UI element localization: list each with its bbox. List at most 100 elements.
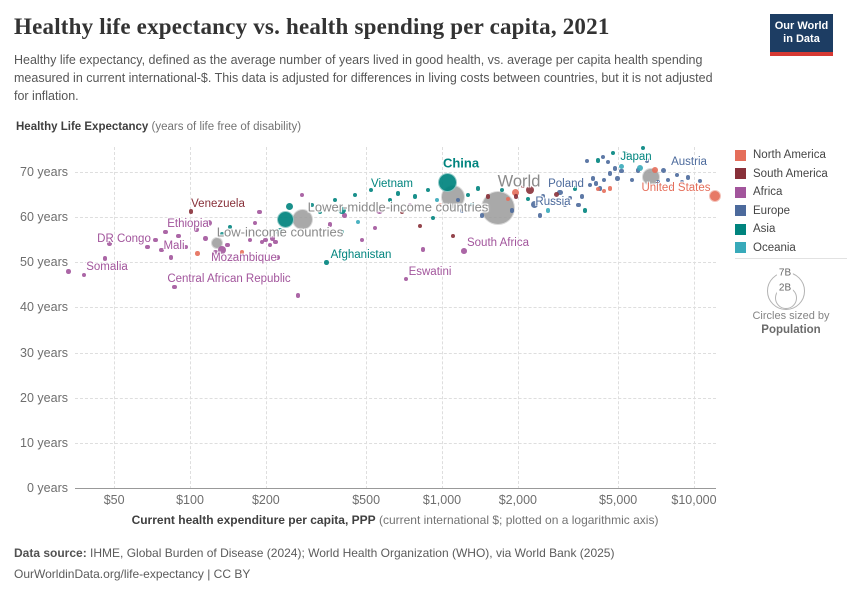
data-point[interactable] bbox=[275, 228, 284, 237]
country-label[interactable]: Central African Republic bbox=[167, 273, 291, 285]
data-point[interactable] bbox=[652, 167, 659, 174]
data-point[interactable] bbox=[610, 150, 616, 156]
data-point[interactable] bbox=[81, 272, 87, 278]
data-point[interactable] bbox=[600, 154, 606, 160]
data-point[interactable] bbox=[412, 194, 418, 199]
data-point[interactable] bbox=[520, 183, 526, 189]
data-point[interactable] bbox=[153, 237, 158, 243]
data-point[interactable] bbox=[557, 189, 563, 196]
data-point[interactable] bbox=[239, 250, 245, 255]
data-point[interactable] bbox=[324, 260, 330, 265]
country-label[interactable]: Russia bbox=[535, 196, 571, 208]
data-point[interactable] bbox=[122, 265, 127, 271]
data-point[interactable] bbox=[372, 225, 378, 231]
data-point[interactable] bbox=[437, 202, 443, 208]
data-point[interactable] bbox=[211, 236, 224, 249]
legend-item-asia[interactable]: Asia bbox=[735, 223, 775, 235]
country-label[interactable]: China bbox=[442, 155, 480, 171]
data-point[interactable] bbox=[159, 247, 164, 253]
data-point[interactable] bbox=[355, 219, 361, 225]
data-point[interactable] bbox=[327, 222, 333, 227]
country-label[interactable]: Low-income countries bbox=[216, 224, 344, 240]
data-point[interactable] bbox=[145, 244, 151, 250]
data-point[interactable] bbox=[102, 255, 108, 261]
data-point[interactable] bbox=[212, 250, 218, 255]
data-point[interactable] bbox=[605, 159, 611, 165]
data-point[interactable] bbox=[526, 186, 535, 195]
data-point[interactable] bbox=[475, 185, 481, 191]
data-point[interactable] bbox=[176, 233, 181, 239]
legend-item-north-america[interactable]: North America bbox=[735, 149, 826, 161]
data-point[interactable] bbox=[549, 200, 555, 206]
data-point[interactable] bbox=[188, 208, 194, 214]
data-point[interactable] bbox=[66, 269, 71, 274]
data-point[interactable] bbox=[465, 192, 471, 198]
data-point[interactable] bbox=[337, 206, 346, 215]
data-point[interactable] bbox=[202, 236, 208, 241]
data-point[interactable] bbox=[252, 220, 258, 226]
data-point[interactable] bbox=[425, 187, 431, 193]
country-label[interactable]: United States bbox=[641, 182, 711, 194]
data-point[interactable] bbox=[257, 209, 262, 215]
legend-item-oceania[interactable]: Oceania bbox=[735, 242, 796, 254]
data-point[interactable] bbox=[511, 188, 519, 196]
data-point[interactable] bbox=[434, 197, 440, 203]
data-point[interactable] bbox=[655, 180, 661, 185]
data-point[interactable] bbox=[183, 244, 188, 250]
data-point[interactable] bbox=[499, 187, 505, 193]
data-point[interactable] bbox=[229, 255, 235, 261]
data-point[interactable] bbox=[505, 196, 511, 202]
data-point[interactable] bbox=[615, 176, 621, 181]
data-point[interactable] bbox=[163, 229, 168, 235]
data-point[interactable] bbox=[195, 250, 200, 256]
country-label[interactable]: Ethiopia bbox=[167, 218, 209, 230]
data-point[interactable] bbox=[455, 197, 461, 203]
data-point[interactable] bbox=[479, 213, 485, 218]
data-point[interactable] bbox=[554, 197, 560, 203]
country-label[interactable]: Lower-middle-income countries bbox=[307, 199, 489, 215]
data-point[interactable] bbox=[595, 157, 601, 163]
country-label[interactable]: DR Congo bbox=[97, 233, 151, 245]
data-point[interactable] bbox=[689, 183, 695, 189]
country-label[interactable]: Mozambique bbox=[211, 252, 277, 264]
data-point[interactable] bbox=[629, 177, 635, 183]
data-point[interactable] bbox=[584, 158, 590, 164]
data-point[interactable] bbox=[376, 206, 384, 214]
legend-item-africa[interactable]: Africa bbox=[735, 186, 782, 198]
data-point[interactable] bbox=[275, 255, 281, 260]
data-point[interactable] bbox=[206, 220, 213, 227]
data-point[interactable] bbox=[640, 145, 646, 151]
country-label[interactable]: Austria bbox=[671, 156, 707, 168]
data-point[interactable] bbox=[430, 215, 436, 221]
data-point[interactable] bbox=[227, 224, 233, 230]
data-point[interactable] bbox=[607, 171, 613, 176]
data-point[interactable] bbox=[572, 185, 578, 191]
data-point[interactable] bbox=[272, 239, 278, 245]
data-point[interactable] bbox=[368, 187, 374, 193]
data-point[interactable] bbox=[267, 242, 273, 248]
data-point[interactable] bbox=[576, 202, 581, 208]
data-point[interactable] bbox=[582, 208, 588, 213]
country-label[interactable]: Somalia bbox=[86, 261, 128, 273]
data-point[interactable] bbox=[407, 202, 413, 208]
data-point[interactable] bbox=[509, 208, 515, 213]
data-point[interactable] bbox=[342, 213, 347, 218]
data-point[interactable] bbox=[194, 227, 199, 232]
data-point[interactable] bbox=[450, 233, 456, 239]
data-point[interactable] bbox=[277, 211, 295, 229]
data-point[interactable] bbox=[469, 202, 475, 208]
data-point[interactable] bbox=[247, 237, 253, 243]
data-point[interactable] bbox=[168, 255, 174, 260]
data-point[interactable] bbox=[601, 177, 607, 183]
data-point[interactable] bbox=[299, 192, 305, 198]
data-point[interactable] bbox=[365, 205, 371, 211]
data-point[interactable] bbox=[637, 165, 644, 172]
data-point[interactable] bbox=[661, 167, 667, 173]
data-point[interactable] bbox=[525, 196, 531, 202]
data-point[interactable] bbox=[590, 176, 596, 181]
owid-logo[interactable]: Our World in Data bbox=[770, 14, 833, 56]
data-point[interactable] bbox=[622, 151, 630, 159]
data-point[interactable] bbox=[540, 194, 546, 199]
data-point[interactable] bbox=[644, 157, 650, 163]
legend-item-europe[interactable]: Europe bbox=[735, 205, 790, 217]
